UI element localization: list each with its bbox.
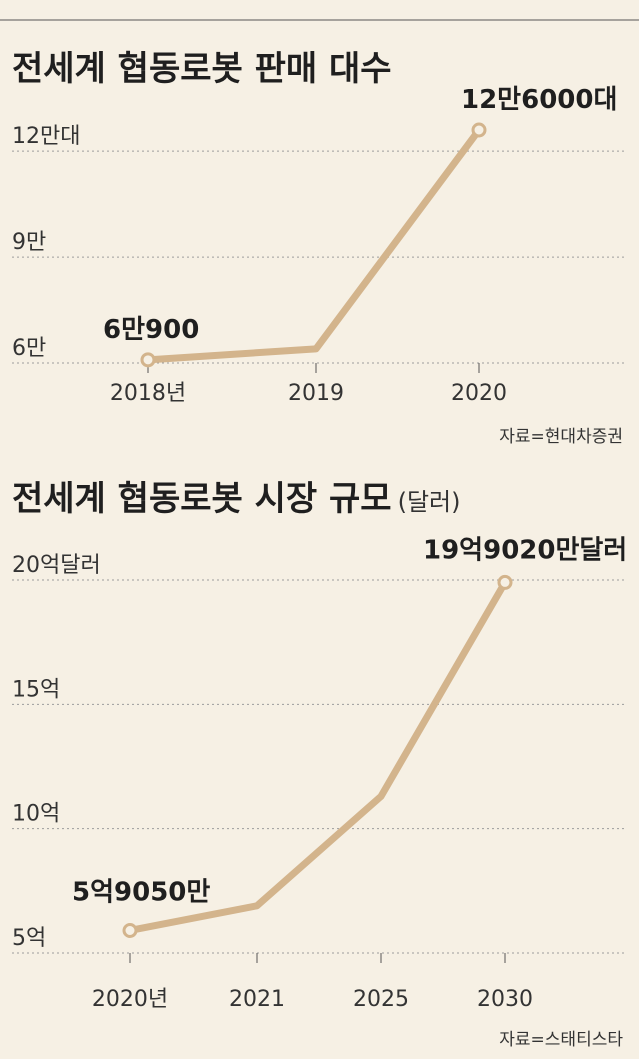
- chart-title-unit: (달러): [398, 488, 461, 516]
- data-point-marker: [140, 352, 156, 368]
- y-tick-label: 5억: [12, 926, 46, 951]
- x-tick-label: 2021: [229, 987, 285, 1012]
- y-tick-label: 10억: [12, 802, 60, 827]
- x-tick-label: 2030: [477, 987, 533, 1012]
- x-tick-label: 2018년: [110, 381, 186, 406]
- chart-title: 전세계 협동로봇 시장 규모 (달러): [12, 479, 460, 519]
- source-note: 자료=스태티스타: [499, 1030, 623, 1050]
- data-label: 19억9020만달러: [423, 535, 627, 565]
- y-tick-label: 9만: [12, 230, 46, 255]
- data-label: 6만900: [103, 315, 199, 345]
- y-tick-label: 15억: [12, 677, 60, 702]
- x-tick-label: 2020년: [92, 987, 168, 1012]
- x-tick-label: 2020: [451, 381, 507, 406]
- x-tick-label: 2025: [353, 987, 409, 1012]
- y-tick-label: 20억달러: [12, 553, 101, 578]
- data-point-marker: [497, 574, 513, 590]
- y-tick-label: 12만대: [12, 124, 80, 149]
- chart-title: 전세계 협동로봇 판매 대수: [12, 49, 392, 89]
- data-label: 12만6000대: [461, 85, 617, 115]
- series-line: [126, 578, 509, 934]
- data-point-marker: [122, 922, 138, 938]
- source-note: 자료=현대차증권: [499, 427, 623, 447]
- series-line: [144, 126, 483, 364]
- data-label: 5억9050만: [72, 877, 210, 907]
- x-tick-label: 2019: [288, 381, 344, 406]
- data-point-marker: [471, 122, 487, 138]
- y-tick-label: 6만: [12, 336, 46, 361]
